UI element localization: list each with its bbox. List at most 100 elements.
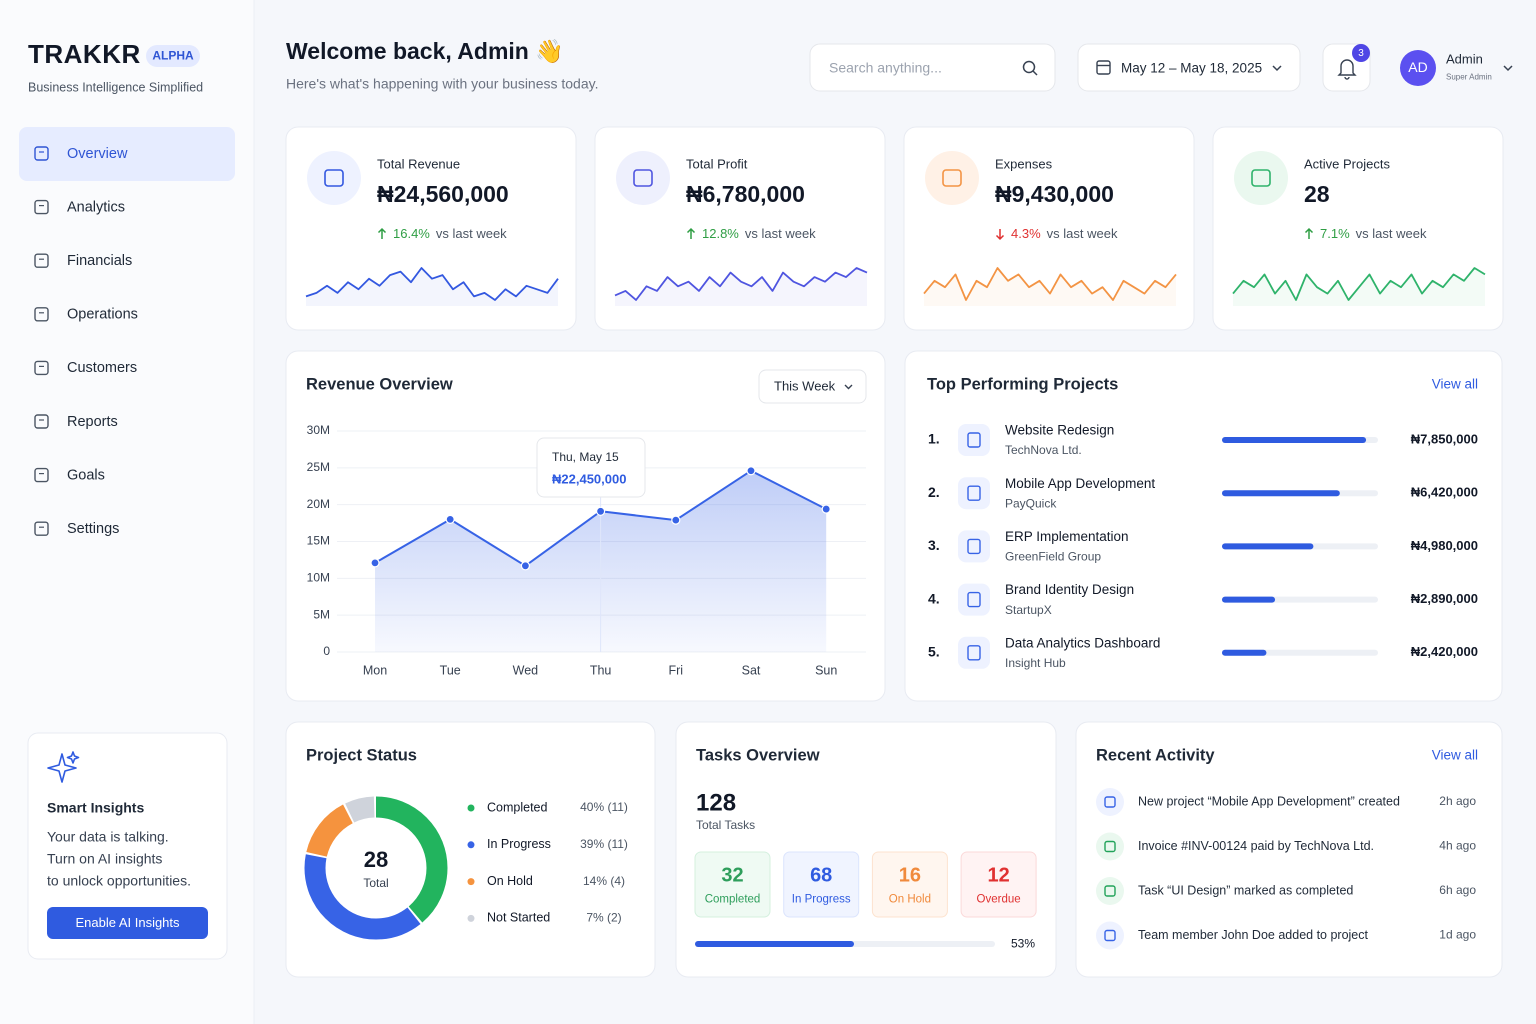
nav-item[interactable]: Customers — [67, 360, 137, 376]
sparkline — [305, 267, 559, 301]
activity-icon-bg — [1096, 832, 1124, 861]
activity-icon-bg — [1096, 788, 1124, 816]
project-name[interactable]: Mobile App Development — [1005, 476, 1155, 491]
nav-item[interactable]: Goals — [67, 467, 105, 483]
period-select[interactable]: This Week — [774, 378, 836, 393]
activity-time: 6h ago — [1439, 883, 1476, 897]
bell-icon — [1337, 59, 1357, 80]
view-all-link[interactable]: View all — [1432, 377, 1478, 392]
task-label: On Hold — [889, 894, 931, 906]
card-title: Tasks Overview — [696, 746, 820, 764]
activity-card — [1075, 721, 1503, 978]
bar — [1222, 437, 1367, 443]
kpi-icon — [1251, 169, 1271, 187]
y-tick-label: 0 — [323, 644, 330, 658]
project-icon — [967, 432, 981, 448]
view-all-link[interactable]: View all — [1432, 748, 1478, 763]
project-icon — [967, 645, 981, 661]
y-tick-label: 30M — [307, 423, 330, 437]
point — [445, 514, 455, 525]
kpi-change-arrow — [686, 227, 696, 239]
kpi-label: Total Profit — [686, 156, 748, 171]
sparkline-area — [924, 268, 1176, 306]
sparkline — [1232, 267, 1486, 301]
search-box[interactable] — [809, 43, 1056, 92]
kpi-icon-bg — [616, 151, 670, 205]
kpi-change: 7.1% — [1320, 226, 1350, 241]
legend-value: 39% (11) — [580, 837, 628, 851]
page-title: Welcome back, Admin 👋 — [286, 38, 564, 65]
x-tick-label: Thu — [590, 663, 612, 677]
rank: 5. — [928, 644, 940, 660]
donut-total: 28 — [364, 847, 388, 872]
nav-item[interactable]: Overview — [67, 146, 128, 162]
x-tick-label: Mon — [363, 663, 387, 677]
nav-item[interactable]: Reports — [67, 414, 118, 430]
x-tick-label: Sat — [742, 663, 761, 677]
status-card — [285, 721, 656, 978]
kpi-label: Active Projects — [1304, 156, 1390, 171]
rank: 3. — [928, 537, 940, 553]
kpi-change: 12.8% — [702, 226, 739, 241]
kpi-change-arrow — [995, 229, 1005, 241]
nav-item[interactable]: Financials — [67, 253, 132, 269]
project-client: PayQuick — [1005, 496, 1057, 510]
sparkle-icon — [47, 751, 80, 783]
date-picker[interactable] — [1077, 43, 1301, 92]
nav-icon — [34, 253, 49, 268]
task-count: 16 — [899, 864, 921, 886]
task-box — [694, 851, 771, 918]
kpi-compare: vs last week — [745, 226, 816, 241]
project-icon — [967, 591, 981, 608]
kpi-compare: vs last week — [1356, 226, 1427, 241]
legend-value: 40% (11) — [580, 800, 628, 814]
card-title: Recent Activity — [1096, 746, 1215, 764]
chevron — [844, 384, 853, 390]
insights-button-label[interactable]: Enable AI Insights — [75, 915, 180, 930]
nav-item[interactable]: Analytics — [67, 199, 125, 215]
project-icon — [967, 538, 981, 555]
activity-text: New project “Mobile App Development” cre… — [1138, 794, 1400, 808]
project-name[interactable]: Brand Identity Design — [1005, 582, 1134, 597]
task-count: 68 — [810, 864, 832, 886]
legend-label: Completed — [487, 800, 547, 814]
search-icon — [1022, 60, 1036, 74]
legend-value: 7% (2) — [586, 911, 621, 925]
project-name[interactable]: Website Redesign — [1005, 423, 1114, 438]
task-box — [960, 851, 1037, 918]
legend-dot — [467, 841, 475, 849]
period-dropdown[interactable] — [758, 369, 867, 404]
progress-bar — [695, 941, 854, 947]
project-icon-bg — [958, 424, 990, 456]
brand: TRAKKR — [28, 39, 141, 69]
kpi-icon — [633, 169, 653, 187]
project-client: TechNova Ltd. — [1005, 443, 1082, 457]
sparkline — [614, 267, 868, 301]
project-icon-bg — [958, 636, 990, 669]
avatar-initials: AD — [1408, 59, 1427, 75]
card-title: Top Performing Projects — [927, 375, 1118, 393]
badge-bg — [146, 45, 200, 67]
project-name[interactable]: Data Analytics Dashboard — [1005, 635, 1160, 650]
chevron[interactable] — [1503, 65, 1513, 72]
kpi-change-arrow — [377, 227, 387, 239]
project-amount: ₦2,890,000 — [1411, 591, 1478, 606]
legend-dot — [467, 878, 475, 886]
kpi-value: ₦9,430,000 — [995, 181, 1114, 207]
avatar[interactable] — [1400, 50, 1436, 86]
tasks-total: 128 — [696, 789, 736, 816]
nav-item[interactable]: Settings — [67, 521, 119, 537]
insights-button[interactable] — [47, 907, 208, 939]
legend-label: In Progress — [487, 837, 551, 851]
project-name[interactable]: ERP Implementation — [1005, 529, 1129, 544]
tooltip-date: Thu, May 15 — [552, 450, 619, 464]
kpi-compare: vs last week — [1047, 226, 1118, 241]
nav-icon — [34, 521, 49, 536]
tooltip-value: ₦22,450,000 — [552, 471, 626, 486]
task-label: Overdue — [977, 894, 1021, 906]
nav-item[interactable]: Operations — [67, 307, 138, 323]
project-icon-bg — [958, 583, 990, 616]
kpi-icon-bg — [1234, 151, 1288, 205]
project-icon-bg — [958, 477, 990, 510]
